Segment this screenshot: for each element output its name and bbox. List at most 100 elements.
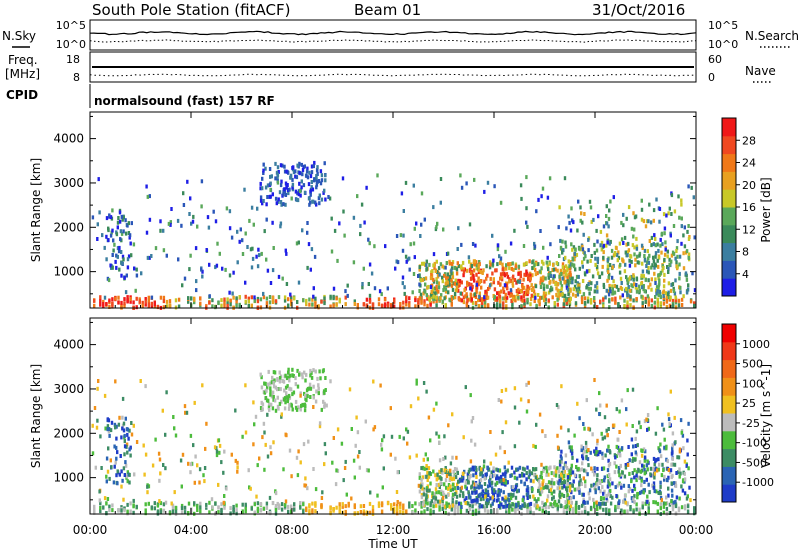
heatmap-cell bbox=[116, 481, 119, 486]
heatmap-cell bbox=[362, 504, 366, 508]
heatmap-cell bbox=[298, 161, 301, 166]
heatmap-cell bbox=[553, 465, 556, 470]
heatmap-cell bbox=[309, 200, 312, 205]
heatmap-cell bbox=[338, 502, 341, 507]
heatmap-cell bbox=[232, 270, 235, 275]
heatmap-cell bbox=[638, 420, 641, 425]
heatmap-cell bbox=[517, 507, 520, 511]
heatmap-cell bbox=[271, 406, 275, 411]
heatmap-cell bbox=[121, 217, 124, 222]
heatmap-cell bbox=[581, 279, 585, 283]
heatmap-cell bbox=[659, 301, 662, 306]
heatmap-cell bbox=[564, 244, 568, 249]
heatmap-cell bbox=[285, 282, 289, 286]
heatmap-cell bbox=[581, 454, 584, 459]
heatmap-cell bbox=[687, 466, 690, 471]
heatmap-cell bbox=[285, 185, 288, 190]
heatmap-cell bbox=[654, 500, 657, 505]
noise-panel bbox=[89, 19, 697, 51]
heatmap-cell bbox=[478, 291, 481, 296]
heatmap-cell bbox=[683, 225, 686, 230]
heatmap-cell bbox=[584, 469, 588, 474]
heatmap-cell bbox=[165, 304, 169, 309]
heatmap-cell bbox=[557, 405, 560, 410]
heatmap-cell bbox=[670, 212, 673, 216]
heatmap-cell bbox=[386, 501, 390, 506]
heatmap-cell bbox=[312, 384, 315, 389]
heatmap-cell bbox=[203, 466, 207, 470]
heatmap-cell bbox=[162, 295, 166, 300]
heatmap-cell bbox=[324, 178, 327, 183]
heatmap-cell bbox=[484, 289, 487, 294]
heatmap-cell bbox=[365, 510, 369, 515]
heatmap-cell bbox=[485, 264, 488, 269]
heatmap-cell bbox=[132, 242, 136, 247]
heatmap-cell bbox=[602, 224, 606, 229]
heatmap-cell bbox=[418, 282, 421, 287]
heatmap-cell bbox=[671, 502, 675, 507]
heatmap-cell bbox=[561, 485, 564, 490]
heatmap-cell bbox=[422, 277, 426, 282]
heatmap-cell bbox=[471, 509, 475, 514]
heatmap-cell bbox=[500, 399, 503, 404]
heatmap-cell bbox=[112, 238, 115, 243]
heatmap-cell bbox=[278, 401, 282, 406]
heatmap-cell bbox=[323, 442, 327, 447]
heatmap-cell bbox=[498, 479, 501, 484]
heatmap-cell bbox=[579, 247, 582, 252]
heatmap-cell bbox=[470, 499, 473, 504]
heatmap-cell bbox=[111, 228, 114, 233]
heatmap-cell bbox=[528, 469, 531, 474]
heatmap-cell bbox=[394, 456, 397, 461]
heatmap-cell bbox=[483, 300, 487, 305]
heatmap-cell bbox=[656, 406, 659, 411]
heatmap-cell bbox=[627, 279, 630, 284]
heatmap-cell bbox=[635, 502, 638, 507]
heatmap-cell bbox=[554, 473, 558, 478]
heatmap-cell bbox=[646, 294, 650, 299]
heatmap-cell bbox=[533, 299, 536, 303]
heatmap-cell bbox=[238, 295, 241, 299]
heatmap-cell bbox=[521, 498, 524, 503]
heatmap-cell bbox=[687, 237, 691, 241]
heatmap-cell bbox=[601, 485, 604, 490]
heatmap-cell bbox=[574, 507, 578, 512]
heatmap-cell bbox=[578, 283, 581, 288]
heatmap-cell bbox=[400, 191, 404, 196]
heatmap-cell bbox=[438, 485, 441, 489]
heatmap-cell bbox=[582, 499, 586, 504]
heatmap-cell bbox=[686, 494, 689, 499]
heatmap-cell bbox=[521, 466, 525, 471]
heatmap-cell bbox=[663, 252, 667, 257]
heatmap-cell bbox=[610, 248, 614, 253]
heatmap-cell bbox=[647, 426, 650, 431]
heatmap-cell bbox=[525, 477, 528, 482]
heatmap-cell bbox=[433, 500, 437, 505]
heatmap-cell bbox=[144, 502, 147, 507]
heatmap-cell bbox=[593, 289, 596, 294]
heatmap-cell bbox=[662, 265, 665, 270]
heatmap-cell bbox=[606, 474, 609, 479]
heatmap-cell bbox=[301, 172, 304, 177]
heatmap-cell bbox=[613, 284, 617, 288]
heatmap-cell bbox=[486, 489, 490, 494]
heatmap-cell bbox=[493, 295, 496, 300]
heatmap-cell bbox=[442, 227, 445, 232]
heatmap-cell bbox=[433, 261, 436, 266]
heatmap-cell bbox=[665, 477, 669, 482]
heatmap-cell bbox=[525, 292, 528, 297]
heatmap-cell bbox=[571, 280, 574, 285]
heatmap-cell bbox=[319, 376, 322, 381]
heatmap-cell bbox=[458, 279, 462, 283]
heatmap-cell bbox=[594, 485, 597, 490]
heatmap-cell bbox=[432, 297, 435, 302]
heatmap-cell bbox=[244, 506, 247, 511]
heatmap-cell bbox=[259, 181, 262, 186]
heatmap-cell bbox=[566, 493, 569, 497]
heatmap-cell bbox=[647, 278, 650, 283]
heatmap-cell bbox=[680, 484, 683, 489]
heatmap-cell bbox=[549, 288, 552, 293]
heatmap-cell bbox=[183, 510, 187, 515]
heatmap-cell bbox=[477, 263, 480, 268]
